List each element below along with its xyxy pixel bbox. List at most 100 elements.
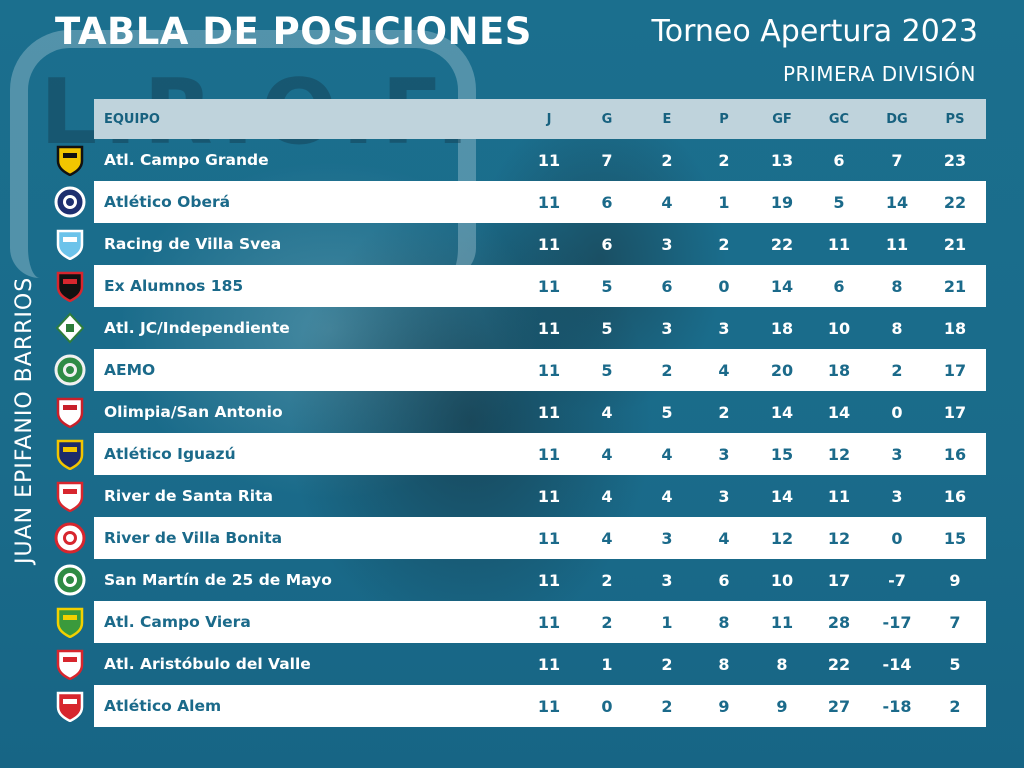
stat-dg: -7 <box>888 570 906 590</box>
standings-table: EQUIPO J G E P GF GC DG PS Atl. Campo Gr… <box>54 99 986 727</box>
stat-gf: 10 <box>770 570 794 590</box>
stat-gc: 11 <box>827 486 851 506</box>
column-header-g: G <box>601 111 613 127</box>
stat-e: 4 <box>661 192 673 212</box>
table-header: EQUIPO J G E P GF GC DG PS <box>94 99 986 139</box>
crest-shield-icon <box>54 270 86 302</box>
division-label: PRIMERA DIVISIÓN <box>782 62 976 86</box>
stat-gf: 18 <box>770 318 794 338</box>
stat-g: 4 <box>601 528 613 548</box>
stat-p: 2 <box>718 150 730 170</box>
stat-dg: 0 <box>891 402 903 422</box>
stat-j: 11 <box>537 402 561 422</box>
stat-dg: 3 <box>891 444 903 464</box>
stat-gf: 14 <box>770 486 794 506</box>
team-name: Atl. Campo Grande <box>104 151 269 169</box>
stat-ps: 9 <box>949 570 961 590</box>
stat-ps: 16 <box>943 486 967 506</box>
team-name: River de Villa Bonita <box>104 529 283 547</box>
table-row: Atlético Alem 11 0 2 9 9 27 -18 2 <box>56 685 986 727</box>
table-row: River de Villa Bonita 11 4 3 4 12 12 0 15 <box>54 517 986 559</box>
crest-shield-icon <box>54 396 86 428</box>
column-header-gc: GC <box>828 111 850 127</box>
stat-j: 11 <box>537 444 561 464</box>
team-name: Atl. Campo Viera <box>104 613 251 631</box>
stat-gf: 15 <box>770 444 794 464</box>
team-name: Atlético Alem <box>104 697 222 715</box>
stat-dg: 8 <box>891 318 903 338</box>
stat-gc: 17 <box>827 570 851 590</box>
stat-dg: -17 <box>882 612 912 632</box>
stat-p: 4 <box>718 528 730 548</box>
crest-shield-icon <box>54 648 86 680</box>
stat-gc: 5 <box>833 192 845 212</box>
crest-shield-icon <box>54 606 86 638</box>
column-header-p: P <box>719 111 729 127</box>
crest-shield-icon <box>54 480 86 512</box>
stat-g: 2 <box>601 570 613 590</box>
stat-gf: 8 <box>776 654 788 674</box>
crest-shield-icon <box>54 144 86 176</box>
table-row: San Martín de 25 de Mayo 11 2 3 6 10 17 -7 9 <box>54 559 986 601</box>
crest-shield-icon <box>54 438 86 470</box>
stat-gf: 22 <box>770 234 794 254</box>
stat-p: 4 <box>718 360 730 380</box>
stat-gf: 20 <box>770 360 794 380</box>
crest-round-icon <box>54 354 86 386</box>
stat-dg: 14 <box>885 192 909 212</box>
stat-gc: 6 <box>833 276 845 296</box>
stat-ps: 7 <box>949 612 961 632</box>
stat-gf: 12 <box>770 528 794 548</box>
table-row: Atlético Oberá 11 6 4 1 19 5 14 22 <box>54 181 986 223</box>
stat-e: 2 <box>661 150 673 170</box>
stat-j: 11 <box>537 528 561 548</box>
tournament-name: Torneo Apertura 2023 <box>651 14 978 49</box>
stat-gf: 11 <box>770 612 794 632</box>
table-row: Ex Alumnos 185 11 5 6 0 14 6 8 21 <box>56 265 986 307</box>
table-row: Racing de Villa Svea 11 6 3 2 22 11 11 21 <box>56 223 986 265</box>
stat-dg: 8 <box>891 276 903 296</box>
stat-g: 0 <box>601 696 613 716</box>
stat-ps: 21 <box>943 234 967 254</box>
crest-shield-icon <box>54 228 86 260</box>
column-header-e: E <box>662 111 672 127</box>
stat-e: 2 <box>661 654 673 674</box>
stat-e: 4 <box>661 444 673 464</box>
stat-e: 3 <box>661 570 673 590</box>
stat-dg: -14 <box>882 654 912 674</box>
stat-j: 11 <box>537 360 561 380</box>
team-name: Racing de Villa Svea <box>104 235 282 253</box>
team-name: Atl. Aristóbulo del Valle <box>104 655 311 673</box>
stat-j: 11 <box>537 486 561 506</box>
team-name: Atlético Oberá <box>104 193 231 211</box>
stat-p: 3 <box>718 486 730 506</box>
stat-g: 4 <box>601 444 613 464</box>
table-row: Atl. Campo Viera 11 2 1 8 11 28 -17 7 <box>56 601 986 643</box>
stat-g: 7 <box>601 150 613 170</box>
crest-round-icon <box>54 522 86 554</box>
stat-ps: 5 <box>949 654 961 674</box>
stat-j: 11 <box>537 192 561 212</box>
column-header-dg: DG <box>886 111 908 127</box>
stat-j: 11 <box>537 276 561 296</box>
stat-e: 4 <box>661 486 673 506</box>
stat-gc: 6 <box>833 150 845 170</box>
table-row: River de Santa Rita 11 4 4 3 14 11 3 16 <box>56 475 986 517</box>
stat-p: 2 <box>718 402 730 422</box>
column-header-team: EQUIPO <box>104 111 160 127</box>
stat-j: 11 <box>537 570 561 590</box>
stat-e: 2 <box>661 360 673 380</box>
stat-e: 2 <box>661 696 673 716</box>
column-header-ps: PS <box>945 111 965 127</box>
stat-ps: 2 <box>949 696 961 716</box>
table-row: Atl. Aristóbulo del Valle 11 1 2 8 8 22 -14 5 <box>56 643 986 685</box>
stat-p: 9 <box>718 696 730 716</box>
column-header-gf: GF <box>772 111 792 127</box>
stat-p: 2 <box>718 234 730 254</box>
stat-gc: 27 <box>827 696 851 716</box>
stat-gf: 14 <box>770 402 794 422</box>
stat-g: 4 <box>601 486 613 506</box>
stat-dg: 11 <box>885 234 909 254</box>
stat-gf: 9 <box>776 696 788 716</box>
team-name: San Martín de 25 de Mayo <box>104 571 332 589</box>
